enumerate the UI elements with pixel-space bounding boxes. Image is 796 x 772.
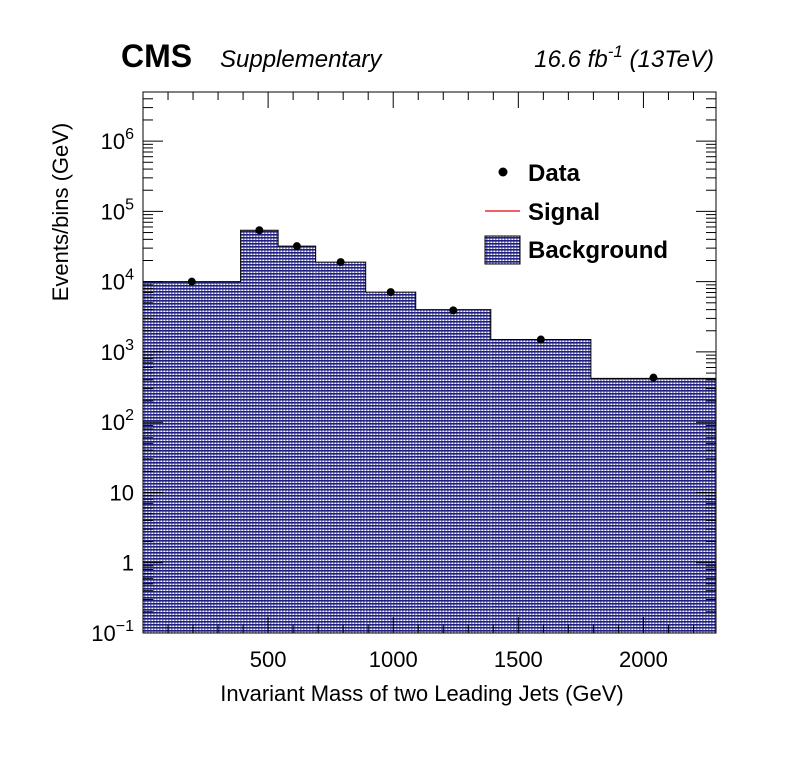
data-point-0 — [187, 277, 196, 286]
data-points — [187, 226, 658, 382]
background-bin-6 — [490, 339, 591, 633]
background-bin-7 — [590, 378, 716, 633]
y-tick-label: 10−1 — [91, 618, 134, 646]
legend-data-label: Data — [528, 160, 581, 187]
background-histogram — [143, 229, 716, 633]
data-point-4 — [386, 288, 395, 297]
x-tick-label: 1000 — [369, 647, 418, 672]
legend-data-marker — [498, 167, 508, 177]
y-tick-label: 105 — [101, 196, 134, 224]
legend-background-label: Background — [528, 237, 668, 264]
legend-signal-label: Signal — [528, 199, 600, 226]
data-point-2 — [292, 242, 301, 251]
data-point-5 — [449, 306, 458, 315]
y-tick-label: 102 — [101, 407, 134, 435]
x-tick-label: 1500 — [494, 647, 543, 672]
background-bin-0 — [143, 281, 241, 633]
y-tick-label: 10 — [110, 480, 134, 505]
background-bin-2 — [278, 246, 316, 633]
legend-background-swatch — [484, 235, 521, 265]
data-point-1 — [255, 226, 264, 235]
y-axis-title: Events/bins (GeV) — [48, 123, 73, 302]
data-point-6 — [536, 335, 545, 344]
luminosity-label: 16.6 fb-1 (13TeV) — [534, 42, 714, 73]
supplementary-label: Supplementary — [220, 46, 383, 73]
background-bin-1 — [240, 230, 279, 633]
background-outline — [143, 229, 716, 633]
y-tick-label: 103 — [101, 337, 134, 365]
y-axis-ticks: 10−1 1 10 102 103 104 105 106 — [91, 91, 716, 646]
background-bin-4 — [365, 292, 416, 633]
cms-label: CMS — [121, 38, 192, 74]
x-tick-label: 2000 — [619, 647, 668, 672]
data-point-3 — [336, 258, 345, 267]
y-tick-label: 104 — [101, 267, 134, 295]
x-axis-title: Invariant Mass of two Leading Jets (GeV) — [220, 681, 624, 706]
x-tick-label: 500 — [250, 647, 287, 672]
data-point-7 — [649, 373, 658, 382]
background-bin-5 — [415, 309, 491, 633]
background-bin-3 — [315, 262, 366, 633]
y-tick-label: 1 — [122, 551, 134, 576]
x-axis-ticks: 500 1000 1500 2000 — [167, 92, 694, 672]
legend: Data Signal Background — [484, 160, 668, 265]
y-tick-label: 106 — [101, 126, 134, 154]
